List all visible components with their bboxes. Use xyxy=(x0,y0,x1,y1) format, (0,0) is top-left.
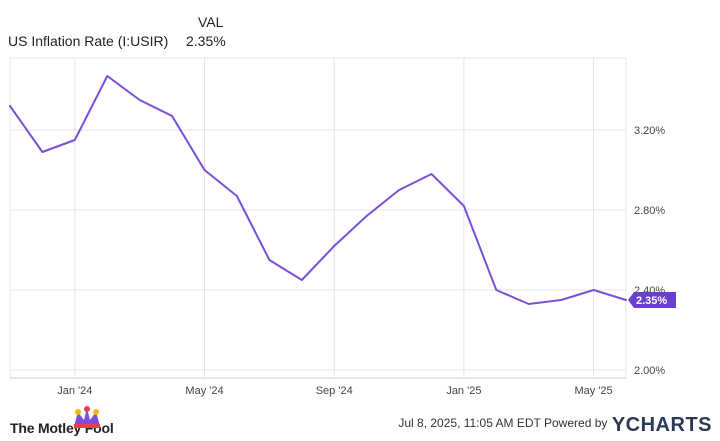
y-tick-label: 3.20% xyxy=(634,125,665,137)
data-point xyxy=(106,75,108,77)
data-point xyxy=(333,245,335,247)
footer-credit: Jul 8, 2025, 11:05 AM EDT Powered by xyxy=(398,416,608,430)
legend-header: VAL xyxy=(198,14,224,30)
data-point xyxy=(528,303,530,305)
x-tick-label: Jan '25 xyxy=(446,385,481,397)
series-line xyxy=(9,75,627,305)
data-point xyxy=(398,189,400,191)
jester-hat-icon xyxy=(74,406,100,428)
data-point xyxy=(430,173,432,175)
legend: VAL US Inflation Rate (I:USIR) 2.35% xyxy=(0,0,720,60)
last-value-badge xyxy=(628,292,676,308)
data-point xyxy=(9,105,11,107)
x-tick-label: May '25 xyxy=(574,385,612,397)
y-tick-label: 2.00% xyxy=(634,365,665,377)
x-tick-label: Jan '24 xyxy=(57,385,92,397)
data-point xyxy=(268,259,270,261)
last-value-label: 2.35% xyxy=(636,295,667,307)
data-point xyxy=(463,205,465,207)
data-point xyxy=(366,215,368,217)
data-point xyxy=(593,289,595,291)
data-point xyxy=(74,139,76,141)
data-point xyxy=(236,195,238,197)
data-point xyxy=(139,99,141,101)
data-point xyxy=(495,289,497,291)
data-point xyxy=(41,151,43,153)
legend-series-name: US Inflation Rate (I:USIR) xyxy=(8,33,169,49)
data-point xyxy=(171,115,173,117)
ycharts-logo: YCHARTS xyxy=(611,414,712,436)
y-tick-label: 2.80% xyxy=(634,205,665,217)
footer-credit-area: Jul 8, 2025, 11:05 AM EDT Powered by YCH… xyxy=(398,414,712,436)
data-point xyxy=(204,169,206,171)
data-point xyxy=(560,299,562,301)
x-tick-label: Sep '24 xyxy=(316,385,353,397)
x-tick-label: May '24 xyxy=(185,385,223,397)
data-point xyxy=(301,279,303,281)
data-point xyxy=(625,299,627,301)
legend-series-value: 2.35% xyxy=(186,33,226,49)
